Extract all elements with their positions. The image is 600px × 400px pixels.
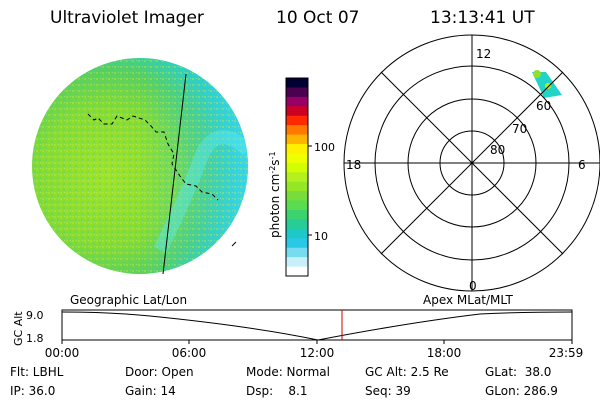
- footer-info: Flt: LBHL Door: Open Mode: Normal GC Alt…: [10, 365, 558, 398]
- title: Ultraviolet Imager: [50, 8, 204, 28]
- mlt-label-12: 12: [476, 47, 491, 61]
- colorbar-band: [286, 219, 308, 230]
- colorbar-band: [286, 210, 308, 221]
- info-gain: Gain: 14: [125, 384, 176, 398]
- colorbar-tick-100: 100: [314, 141, 335, 154]
- info-seq: Seq: 39: [365, 384, 411, 398]
- colorbar-band: [286, 96, 308, 107]
- colorbar-tick-10: 10: [314, 230, 328, 243]
- colorbar-band: [286, 181, 308, 192]
- mlat-label-80: 80: [490, 143, 505, 157]
- info-glon: GLon: 286.9: [485, 384, 558, 398]
- info-ip: IP: 36.0: [10, 384, 55, 398]
- info-mode: Mode: Normal: [246, 365, 330, 379]
- strip-right-label: Apex MLat/MLT: [423, 293, 513, 307]
- terminator-line: [162, 73, 187, 275]
- colorbar-band: [286, 257, 308, 268]
- strip-ytick-bottom: 1.8: [26, 332, 44, 345]
- time-label-0600: 06:00: [172, 346, 207, 360]
- time: 13:13:41 UT: [430, 8, 535, 28]
- mlat-label-70: 70: [512, 122, 527, 136]
- info-door: Door: Open: [125, 365, 194, 379]
- colorbar-band: [286, 200, 308, 211]
- info-glat: GLat: 38.0: [485, 365, 551, 379]
- colorbar-band: [286, 238, 308, 249]
- mlt-label-6: 6: [578, 158, 586, 172]
- colorbar-band: [286, 106, 308, 117]
- colorbar-band: [286, 78, 308, 89]
- colorbar-band: [286, 87, 308, 98]
- time-label-1200: 12:00: [300, 346, 335, 360]
- colorbar-band: [286, 172, 308, 183]
- colorbar-band: [286, 162, 308, 173]
- date: 10 Oct 07: [276, 8, 359, 28]
- colorbar-band: [286, 115, 308, 126]
- mlt-label-0: 0: [469, 279, 477, 293]
- time-label-2359: 23:59: [549, 346, 584, 360]
- mlat-label-60: 60: [536, 99, 551, 113]
- colorbar-band: [286, 144, 308, 155]
- colorbar-band: [286, 266, 308, 276]
- colorbar-label: photon cm-2s-1: [268, 151, 282, 238]
- info-gc-alt: GC Alt: 2.5 Re: [365, 365, 449, 379]
- strip-ytick-top: 9.0: [26, 309, 44, 322]
- altitude-strip: Geographic Lat/Lon Apex MLat/MLT GC Alt …: [12, 293, 583, 360]
- coastline: [87, 113, 219, 201]
- altitude-curve: [61, 311, 573, 341]
- colorbar-band: [286, 125, 308, 136]
- colorbar-band: [286, 153, 308, 164]
- colorbar-band: [286, 228, 308, 239]
- colorbar: 100 10 photon cm-2s-1: [268, 77, 335, 277]
- time-label-1800: 18:00: [427, 346, 462, 360]
- info-dsp: Dsp: 8.1: [246, 384, 308, 398]
- info-filter: Flt: LBHL: [10, 365, 64, 379]
- colorbar-band: [286, 247, 308, 258]
- mlt-label-18: 18: [346, 158, 361, 172]
- polar-plot: 12 0 18 6 60 70 80: [343, 34, 600, 293]
- strip-left-label: Geographic Lat/Lon: [70, 293, 187, 307]
- uv-earth-image: [32, 58, 248, 275]
- colorbar-band: [286, 134, 308, 145]
- strip-ylabel: GC Alt: [12, 311, 25, 346]
- time-label-0000: 00:00: [45, 346, 80, 360]
- colorbar-band: [286, 191, 308, 202]
